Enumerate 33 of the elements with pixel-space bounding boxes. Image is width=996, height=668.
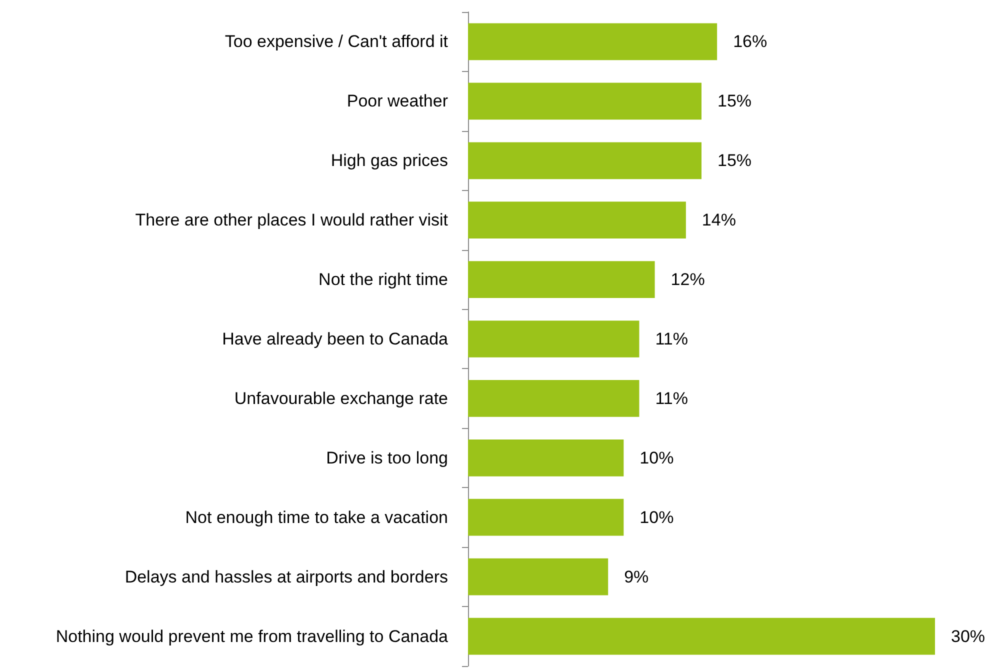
bar [468, 202, 686, 239]
data-label: 10% [640, 508, 674, 527]
y-tick-label: Not enough time to take a vacation [185, 508, 448, 527]
y-tick-label: Unfavourable exchange rate [234, 388, 448, 408]
y-tick-label: Nothing would prevent me from travelling to Canada [56, 626, 449, 646]
data-label: 12% [670, 270, 705, 290]
bar [468, 320, 640, 358]
y-tick-label: Drive is too long [326, 448, 448, 468]
y-tick-label: There are other places I would rather visit [135, 210, 448, 230]
data-label: 10% [640, 448, 674, 468]
y-tick-label: Too expensive / Can't afford it [224, 32, 448, 52]
bar [468, 142, 702, 180]
bar [468, 498, 624, 536]
data-label: 9% [624, 567, 649, 586]
y-tick-label: Delays and hassles at airports and borders [124, 567, 448, 586]
y-tick-label: Not the right time [318, 270, 448, 290]
data-label: 11% [655, 330, 688, 348]
data-label: 15% [718, 151, 752, 170]
bar [468, 380, 640, 417]
bar [468, 82, 702, 120]
bar [468, 439, 624, 476]
data-label: 30% [951, 626, 986, 646]
y-tick-label: Poor weather [346, 92, 448, 111]
bar [468, 261, 655, 298]
data-label: 15% [718, 92, 752, 111]
data-label: 16% [733, 32, 768, 52]
bar [468, 23, 718, 60]
data-label: 14% [702, 210, 736, 230]
y-tick-label: High gas prices [330, 151, 448, 170]
data-label: 11% [655, 388, 688, 408]
y-tick-label: Have already been to Canada [222, 330, 449, 348]
bar [468, 558, 608, 596]
bar [468, 618, 935, 655]
